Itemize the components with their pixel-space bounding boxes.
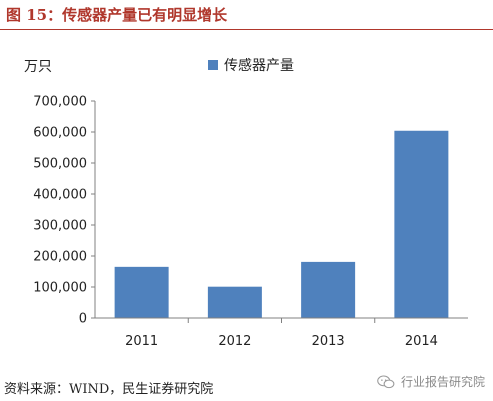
bar-2011: [114, 266, 169, 318]
y-tick-label: 200,000: [33, 250, 87, 265]
x-tick-label: 2012: [218, 334, 251, 349]
watermark-text: 行业报告研究院: [400, 375, 485, 389]
bar-2014: [394, 130, 449, 318]
y-axis-unit-label: 万只: [24, 59, 52, 75]
wechat-icon: [377, 374, 395, 388]
y-tick-label: 700,000: [33, 95, 87, 110]
y-tick-label: 600,000: [33, 126, 87, 141]
bar-2013: [301, 261, 356, 318]
watermark: 行业报告研究院: [377, 373, 485, 390]
y-tick-label: 500,000: [33, 157, 87, 172]
chart-legend: 传感器产量: [208, 55, 294, 75]
title-rule: [0, 29, 493, 30]
y-tick-label: 300,000: [33, 219, 87, 234]
bar-2012: [207, 286, 262, 318]
figure-title: 图 15：传感器产量已有明显增长: [6, 6, 228, 24]
y-tick-label: 400,000: [33, 188, 87, 203]
y-tick-label: 100,000: [33, 281, 87, 296]
legend-swatch: [208, 60, 218, 70]
x-tick-label: 2014: [405, 334, 438, 349]
y-tick-label: 0: [79, 312, 87, 327]
legend-label: 传感器产量: [224, 58, 294, 74]
source-note: 资料来源：WIND，民生证券研究院: [4, 382, 214, 397]
x-tick-label: 2013: [312, 334, 345, 349]
x-tick-label: 2011: [125, 334, 158, 349]
